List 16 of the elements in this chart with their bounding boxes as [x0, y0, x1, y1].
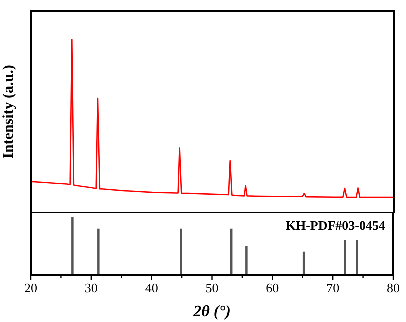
x-tick-label: 50 [206, 280, 219, 296]
bar [98, 228, 100, 276]
y-axis-title: Intensity (a.u.) [0, 65, 17, 159]
bar [246, 246, 248, 276]
x-tick-label: 70 [326, 280, 340, 296]
x-tick-label: 80 [387, 280, 400, 296]
bar [72, 217, 74, 276]
x-tick-label: 20 [24, 280, 38, 296]
bar [344, 240, 346, 276]
x-tick-label: 60 [266, 280, 280, 296]
annotation: KH-PDF#03-0454 [286, 218, 386, 233]
x-tick-label: 30 [84, 280, 98, 296]
x-tick-label: 40 [145, 280, 158, 296]
x-axis-title: 2θ (°) [192, 304, 231, 321]
bar [356, 240, 358, 276]
bar [180, 228, 182, 276]
